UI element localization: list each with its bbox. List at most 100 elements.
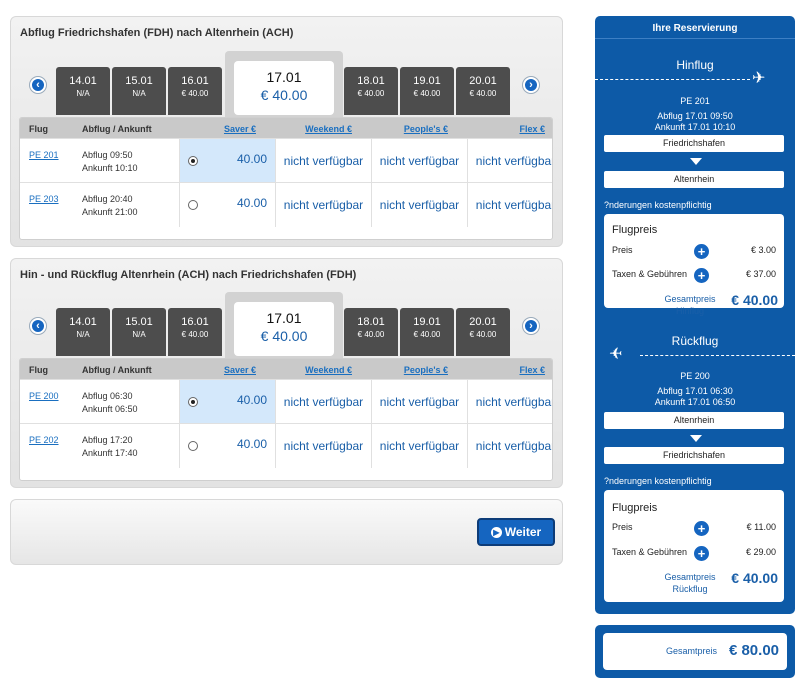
- fare-radio[interactable]: [188, 156, 198, 166]
- saver-fare-link[interactable]: Saver €: [223, 124, 256, 134]
- day-tab[interactable]: 16.01 € 40.00: [168, 308, 222, 356]
- weekend-fare-link[interactable]: Weekend €: [305, 365, 352, 375]
- price-label: Preis: [612, 522, 633, 532]
- weekend-fare-cell: nicht verfügbar: [275, 139, 371, 183]
- table-row: PE 201 Abflug 09:50 Ankunft 10:10 40.00 n…: [20, 138, 553, 183]
- prev-dates-button[interactable]: ‹: [30, 318, 46, 334]
- departure-time: Abflug 17:20: [82, 435, 133, 445]
- flight-number-link[interactable]: PE 203: [29, 194, 59, 204]
- day-price: € 40.00: [413, 330, 441, 339]
- selected-day-tab[interactable]: 17.01 € 40.00: [225, 51, 343, 123]
- tax-label: Taxen & Gebühren: [612, 269, 688, 279]
- departure-time: Abflug 20:40: [82, 194, 133, 204]
- unavailable-text: nicht verfügbar: [379, 395, 460, 409]
- dashed-divider: [595, 79, 750, 80]
- play-icon: ▶: [490, 527, 502, 539]
- peoples-fare-link[interactable]: People's €: [403, 124, 448, 134]
- outbound-departure: Abflug 17.01 09:50: [657, 111, 733, 121]
- departure-time: Abflug 09:50: [82, 150, 133, 160]
- day-tab[interactable]: 20.01 € 40.00: [456, 308, 510, 356]
- header-times: Abflug / Ankunft: [82, 124, 152, 134]
- selected-day-price: € 40.00: [260, 87, 308, 103]
- day-date: 20.01: [469, 75, 497, 87]
- reservation-sidebar: Ihre Reservierung Hinflug ✈ PE 201 Abflu…: [595, 16, 795, 614]
- arrival-time: Ankunft 10:10: [82, 163, 138, 173]
- fare-radio[interactable]: [188, 200, 198, 210]
- day-tab[interactable]: 18.01 € 40.00: [344, 308, 398, 356]
- day-tab[interactable]: 19.01 € 40.00: [400, 67, 454, 115]
- day-tab[interactable]: 15.01 N/A: [112, 67, 166, 115]
- dashed-divider: [640, 355, 795, 356]
- return-arrival: Ankunft 17.01 06:50: [654, 397, 736, 407]
- grand-total-value: € 80.00: [728, 642, 779, 659]
- plus-icon[interactable]: +: [694, 268, 709, 283]
- plus-icon[interactable]: +: [694, 244, 709, 259]
- flight-number-link[interactable]: PE 202: [29, 435, 59, 445]
- day-date: 16.01: [181, 75, 209, 87]
- day-tab[interactable]: 14.01 N/A: [56, 308, 110, 356]
- sidebar-title: Ihre Reservierung: [652, 23, 738, 34]
- day-date: 20.01: [469, 316, 497, 328]
- weekend-fare-link[interactable]: Weekend €: [305, 124, 352, 134]
- day-price: € 40.00: [357, 330, 385, 339]
- peoples-fare-cell: nicht verfügbar: [371, 139, 467, 183]
- outbound-panel: Abflug Friedrichshafen (FDH) nach Altenr…: [10, 16, 563, 247]
- plus-icon[interactable]: +: [694, 521, 709, 536]
- day-price: € 40.00: [357, 89, 385, 98]
- saver-fare-cell[interactable]: 40.00: [179, 424, 275, 468]
- tax-row: Taxen & Gebühren € 29.00: [612, 547, 776, 557]
- unavailable-text: nicht verfügbar: [475, 395, 553, 409]
- price-box-title: Flugpreis: [612, 224, 658, 236]
- destination-box: Altenrhein: [604, 171, 784, 188]
- next-dates-button[interactable]: ›: [523, 318, 539, 334]
- day-tab[interactable]: 15.01 N/A: [112, 308, 166, 356]
- grand-total-panel: Gesamtpreis € 80.00: [595, 625, 795, 678]
- day-tab[interactable]: 14.01 N/A: [56, 67, 110, 115]
- outbound-title: Abflug Friedrichshafen (FDH) nach Altenr…: [20, 27, 294, 39]
- unavailable-text: nicht verfügbar: [379, 439, 460, 453]
- subtotal-label: Gesamtpreis Hinflug: [664, 294, 716, 316]
- weiter-button[interactable]: ▶ Weiter: [477, 518, 555, 546]
- day-price: € 40.00: [469, 89, 497, 98]
- price-box-title: Flugpreis: [612, 502, 658, 514]
- peoples-fare-cell: nicht verfügbar: [371, 183, 467, 227]
- prev-dates-button[interactable]: ‹: [30, 77, 46, 93]
- grand-total-label: Gesamtpreis: [666, 646, 718, 656]
- unavailable-text: nicht verfügbar: [475, 154, 553, 168]
- flex-fare-link[interactable]: Flex €: [519, 124, 545, 134]
- day-date: 18.01: [357, 75, 385, 87]
- price-row: Preis € 3.00: [612, 245, 776, 255]
- peoples-fare-link[interactable]: People's €: [403, 365, 448, 375]
- fare-radio[interactable]: [188, 441, 198, 451]
- peoples-fare-cell: nicht verfügbar: [371, 380, 467, 424]
- flight-times: Abflug 09:50 Ankunft 10:10: [82, 149, 138, 175]
- day-date: 14.01: [69, 75, 97, 87]
- weekend-fare-cell: nicht verfügbar: [275, 424, 371, 468]
- day-price: N/A: [76, 89, 90, 98]
- flight-number-link[interactable]: PE 201: [29, 150, 59, 160]
- flight-times: Abflug 17:20 Ankunft 17:40: [82, 434, 138, 460]
- saver-fare-cell[interactable]: 40.00: [179, 183, 275, 227]
- weekend-fare-cell: nicht verfügbar: [275, 183, 371, 227]
- saver-fare-link[interactable]: Saver €: [223, 365, 256, 375]
- return-panel: Hin - und Rückflug Altenrhein (ACH) nach…: [10, 258, 563, 488]
- selected-day-tab[interactable]: 17.01 € 40.00: [225, 292, 343, 364]
- return-flight-number: PE 200: [680, 371, 710, 381]
- outbound-heading: Hinflug: [676, 58, 714, 72]
- flight-number-link[interactable]: PE 200: [29, 391, 59, 401]
- day-tab[interactable]: 16.01 € 40.00: [168, 67, 222, 115]
- unavailable-text: nicht verfügbar: [283, 439, 364, 453]
- saver-fare-cell[interactable]: 40.00: [179, 139, 275, 183]
- next-dates-button[interactable]: ›: [523, 77, 539, 93]
- day-tab[interactable]: 20.01 € 40.00: [456, 67, 510, 115]
- plus-icon[interactable]: +: [694, 546, 709, 561]
- subtotal-value: € 40.00: [731, 570, 778, 586]
- day-tab[interactable]: 18.01 € 40.00: [344, 67, 398, 115]
- origin-box: Altenrhein: [604, 412, 784, 429]
- fare-radio[interactable]: [188, 397, 198, 407]
- destination-box: Friedrichshafen: [604, 447, 784, 464]
- saver-fare-cell[interactable]: 40.00: [179, 380, 275, 424]
- day-tab[interactable]: 19.01 € 40.00: [400, 308, 454, 356]
- flex-fare-link[interactable]: Flex €: [519, 365, 545, 375]
- arrow-down-icon: [690, 435, 702, 442]
